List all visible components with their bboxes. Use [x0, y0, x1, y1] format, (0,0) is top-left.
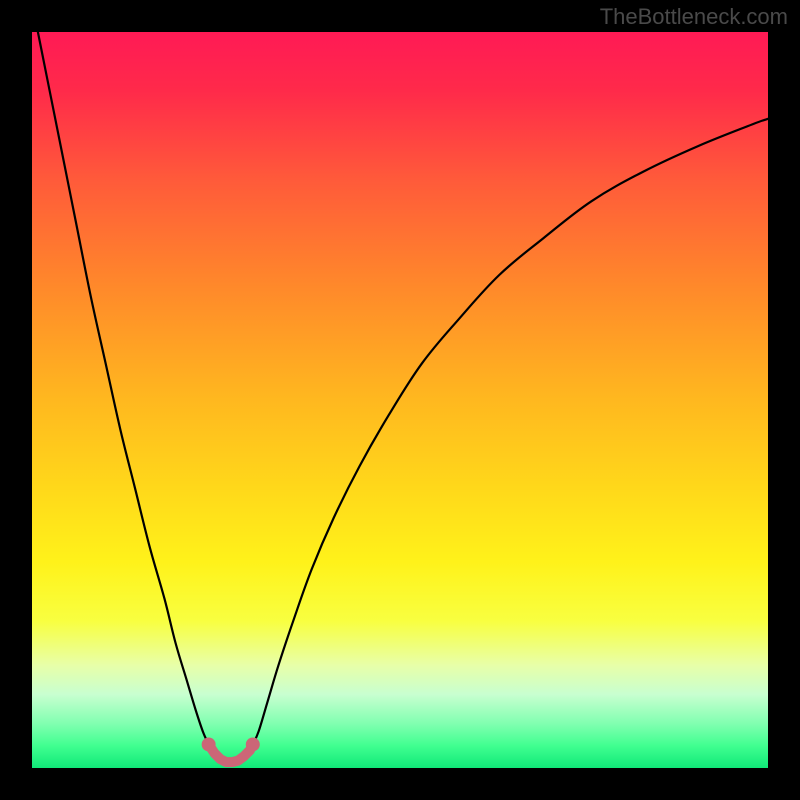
marker-endpoint-0: [202, 737, 216, 751]
chart-svg: [32, 32, 768, 768]
marker-endpoint-1: [246, 737, 260, 751]
chart-background: [32, 32, 768, 768]
watermark-text: TheBottleneck.com: [600, 4, 788, 30]
bottleneck-chart: [32, 32, 768, 768]
